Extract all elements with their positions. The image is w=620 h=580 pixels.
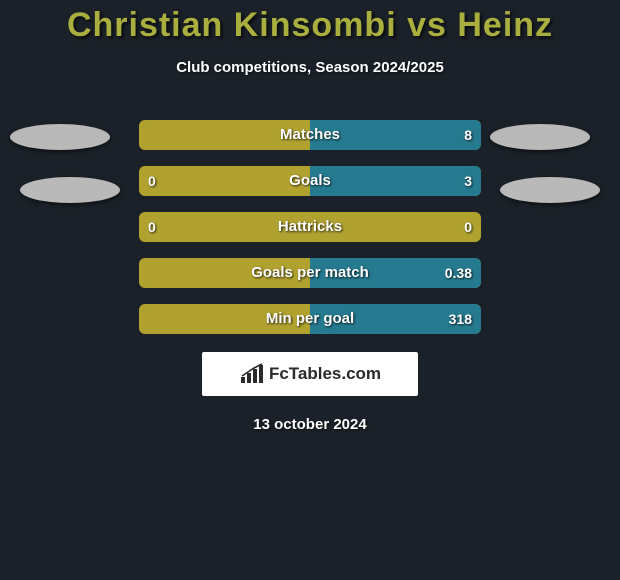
bar-track (139, 212, 481, 242)
decorative-ellipse (500, 177, 600, 203)
stat-row: Goals per match0.38 (0, 258, 620, 288)
bar-track (139, 258, 481, 288)
bar-track (139, 166, 481, 196)
bar-right (310, 166, 481, 196)
subtitle: Club competitions, Season 2024/2025 (0, 59, 620, 76)
bar-right (310, 258, 481, 288)
bar-track (139, 120, 481, 150)
bar-right (310, 120, 481, 150)
stat-row: Hattricks00 (0, 212, 620, 242)
page-title: Christian Kinsombi vs Heinz (0, 0, 620, 45)
stat-row: Min per goal318 (0, 304, 620, 334)
date-text: 13 october 2024 (0, 416, 620, 433)
bars-icon (239, 363, 265, 385)
badge-text: FcTables.com (269, 364, 381, 384)
decorative-ellipse (490, 124, 590, 150)
source-badge: FcTables.com (202, 352, 418, 396)
bar-track (139, 304, 481, 334)
title-text: Christian Kinsombi vs Heinz (67, 6, 553, 44)
decorative-ellipse (20, 177, 120, 203)
decorative-ellipse (10, 124, 110, 150)
comparison-chart: Matches8Goals30Hattricks00Goals per matc… (0, 120, 620, 334)
bar-right (310, 304, 481, 334)
